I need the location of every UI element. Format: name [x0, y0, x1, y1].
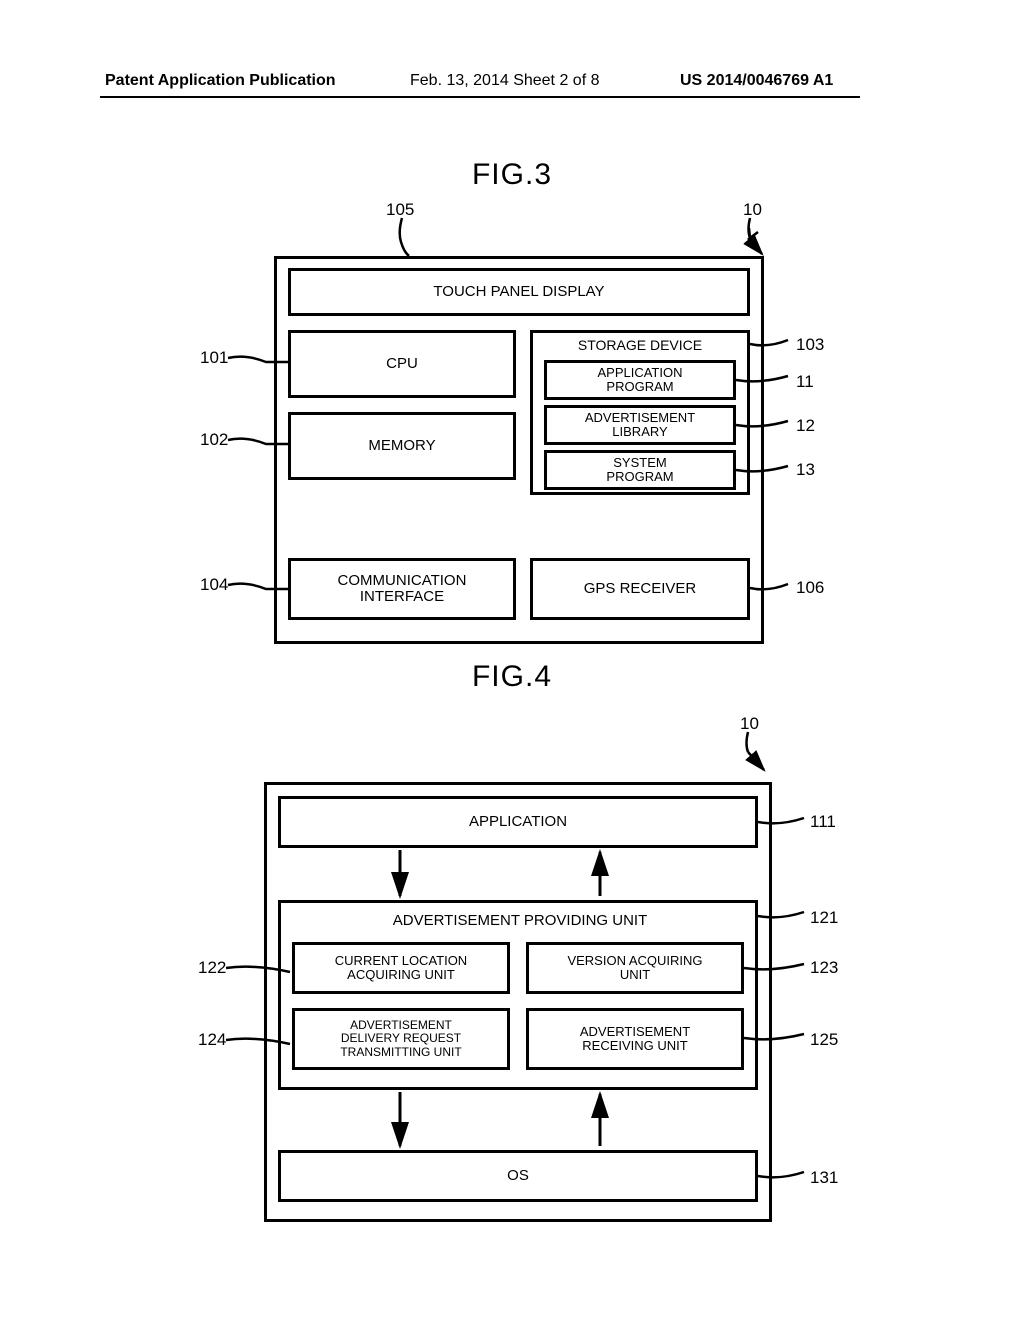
header-right: US 2014/0046769 A1: [680, 72, 833, 90]
fig3-memory-ref: 102: [200, 430, 228, 450]
fig4-ad-req: ADVERTISEMENT DELIVERY REQUEST TRANSMITT…: [292, 1008, 510, 1070]
fig3-comm: COMMUNICATION INTERFACE: [288, 558, 516, 620]
fig3-memory-label: MEMORY: [368, 438, 435, 455]
fig4-cur-loc-ref: 122: [198, 958, 226, 978]
patent-page: Patent Application Publication Feb. 13, …: [0, 0, 1024, 1320]
fig4-application: APPLICATION: [278, 796, 758, 848]
fig3-ref-touch: 105: [386, 200, 414, 220]
fig3-cpu-label: CPU: [386, 356, 418, 373]
fig4-os-label: OS: [507, 1168, 529, 1185]
fig3-sys-prog-ref: 13: [796, 460, 815, 480]
fig4-ver-acq-ref: 123: [810, 958, 838, 978]
fig3-ad-lib-label: ADVERTISEMENT LIBRARY: [585, 411, 695, 440]
fig4-ad-recv: ADVERTISEMENT RECEIVING UNIT: [526, 1008, 744, 1070]
fig3-ref-main: 10: [743, 200, 762, 220]
fig3-sys-prog: SYSTEM PROGRAM: [544, 450, 736, 490]
fig4-ver-acq-label: VERSION ACQUIRING UNIT: [567, 954, 702, 983]
fig4-ad-unit-label: ADVERTISEMENT PROVIDING UNIT: [370, 912, 670, 929]
fig4-cur-loc: CURRENT LOCATION ACQUIRING UNIT: [292, 942, 510, 994]
header-mid: Feb. 13, 2014 Sheet 2 of 8: [410, 72, 599, 90]
fig4-os-ref: 131: [810, 1168, 838, 1188]
fig4-application-label: APPLICATION: [469, 814, 567, 831]
fig3-gps-ref: 106: [796, 578, 824, 598]
fig3-comm-label: COMMUNICATION INTERFACE: [338, 573, 467, 606]
header-left: Patent Application Publication: [105, 72, 336, 90]
fig4-ad-unit-ref: 121: [810, 908, 838, 928]
fig3-memory: MEMORY: [288, 412, 516, 480]
fig4-ver-acq: VERSION ACQUIRING UNIT: [526, 942, 744, 994]
fig4-title: FIG.4: [0, 660, 1024, 694]
fig3-touch-panel-label: TOUCH PANEL DISPLAY: [433, 284, 604, 301]
fig4-ad-req-ref: 124: [198, 1030, 226, 1050]
fig3-app-prog-label: APPLICATION PROGRAM: [597, 366, 682, 395]
fig3-comm-ref: 104: [200, 575, 228, 595]
fig3-app-prog: APPLICATION PROGRAM: [544, 360, 736, 400]
fig4-os: OS: [278, 1150, 758, 1202]
fig3-storage-label: STORAGE DEVICE: [578, 338, 702, 353]
header-rule: [100, 96, 860, 98]
fig3-gps-label: GPS RECEIVER: [584, 581, 697, 598]
fig4-ad-recv-label: ADVERTISEMENT RECEIVING UNIT: [580, 1025, 690, 1054]
fig3-cpu-ref: 101: [200, 348, 228, 368]
fig3-gps: GPS RECEIVER: [530, 558, 750, 620]
fig4-ad-recv-ref: 125: [810, 1030, 838, 1050]
fig4-application-ref: 111: [810, 812, 836, 832]
fig4-ref-main: 10: [740, 714, 759, 734]
fig3-storage-ref: 103: [796, 335, 824, 355]
fig3-cpu: CPU: [288, 330, 516, 398]
fig4-cur-loc-label: CURRENT LOCATION ACQUIRING UNIT: [335, 954, 467, 983]
fig3-app-prog-ref: 11: [796, 372, 814, 392]
fig3-title: FIG.3: [0, 158, 1024, 192]
fig4-ad-req-label: ADVERTISEMENT DELIVERY REQUEST TRANSMITT…: [340, 1019, 461, 1059]
fig3-ad-lib: ADVERTISEMENT LIBRARY: [544, 405, 736, 445]
fig3-ad-lib-ref: 12: [796, 416, 815, 436]
fig3-touch-panel: TOUCH PANEL DISPLAY: [288, 268, 750, 316]
fig3-sys-prog-label: SYSTEM PROGRAM: [606, 456, 673, 485]
fig3-storage: STORAGE DEVICE: [530, 330, 750, 358]
